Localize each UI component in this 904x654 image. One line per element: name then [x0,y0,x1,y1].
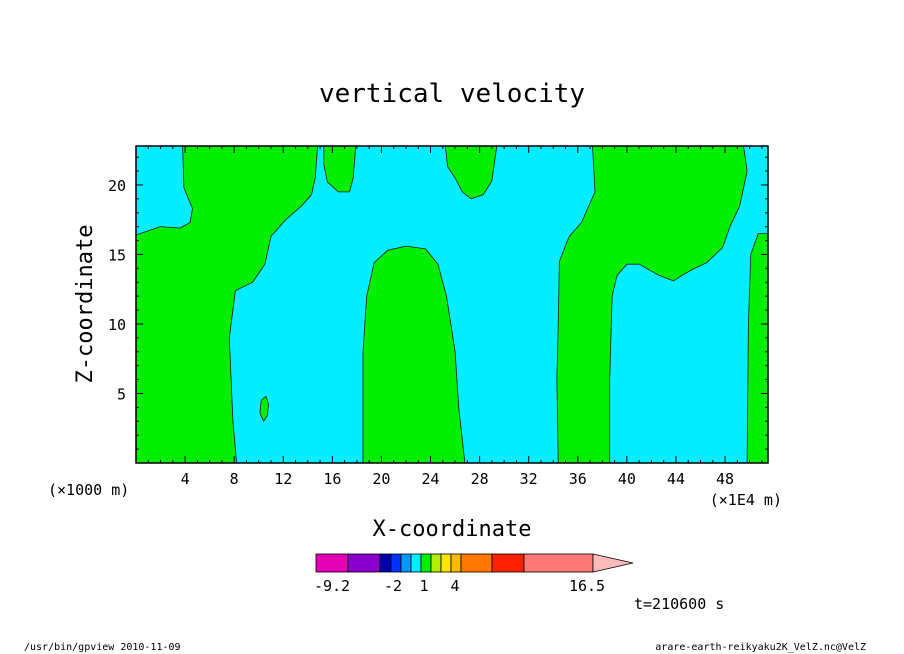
colorbar-label: 4 [450,577,459,595]
colorbar-swatch [460,553,493,573]
footer-right: arare-earth-reikyaku2K_VelZ.nc@VelZ [655,642,866,653]
y-tick-label: 15 [108,246,126,264]
plot-frame [135,145,769,464]
x-tick-label: 20 [372,470,390,488]
contour-region-far-right-strip [746,233,769,464]
colorbar-swatch [410,553,422,573]
x-tick-label: 16 [323,470,341,488]
x-tick-label: 28 [471,470,489,488]
colorbar-labels: -9.2 -2 1 4 16.5 [314,577,605,595]
colorbar-swatch [523,553,594,573]
x-tick-label: 48 [716,470,734,488]
colorbar-swatch [440,553,452,573]
colorbar-label: -2 [384,577,402,595]
y-axis-label: Z-coordinate [73,225,98,384]
contour-region-upper-blob-x27 [444,145,498,200]
y-tick-label: 5 [117,385,126,403]
chart-title: vertical velocity [319,79,585,109]
colorbar-label: 1 [419,577,428,595]
x-tick-label: 12 [274,470,292,488]
colorbar-swatch [450,553,462,573]
contour-region-blob-x10 [259,395,269,422]
x-unit-left: (×1000 m) [48,481,129,499]
colorbar-label: -9.2 [314,577,350,595]
colorbar-swatch [315,553,349,573]
x-tick-label: 40 [618,470,636,488]
colorbar-swatch [347,553,381,573]
y-axis-ticks: 5 10 15 20 [108,156,768,450]
time-label: t=210600 s [634,595,724,613]
x-unit-right: (×1E4 m) [710,491,782,509]
x-tick-label: 24 [421,470,439,488]
colorbar-swatch [430,553,442,573]
x-axis-label: X-coordinate [373,517,532,542]
contour-region-right-band [556,145,748,464]
contour-region-upper-blob-x17 [323,145,357,193]
colorbar-swatch [491,553,525,573]
x-tick-label: 32 [520,470,538,488]
y-tick-label: 20 [108,177,126,195]
contour-regions [135,145,769,464]
colorbar-swatch [390,553,402,573]
colorbar-swatch [379,553,392,573]
y-tick-label: 10 [108,316,126,334]
x-tick-label: 4 [181,470,190,488]
colorbar-swatch [420,553,432,573]
x-tick-label: 36 [569,470,587,488]
colorbar-arrow [592,553,634,573]
colorbar-label: 16.5 [569,577,605,595]
footer-left: /usr/bin/gpview 2010-11-09 [24,642,181,653]
colorbar-swatch [400,553,412,573]
x-tick-label: 8 [230,470,239,488]
contour-region-left-band [135,145,318,464]
x-axis-ticks: 4 8 12 16 20 24 28 32 36 40 44 48 [147,146,763,488]
x-tick-label: 44 [667,470,685,488]
contour-region-center-dome [362,245,466,464]
colorbar [315,553,634,573]
